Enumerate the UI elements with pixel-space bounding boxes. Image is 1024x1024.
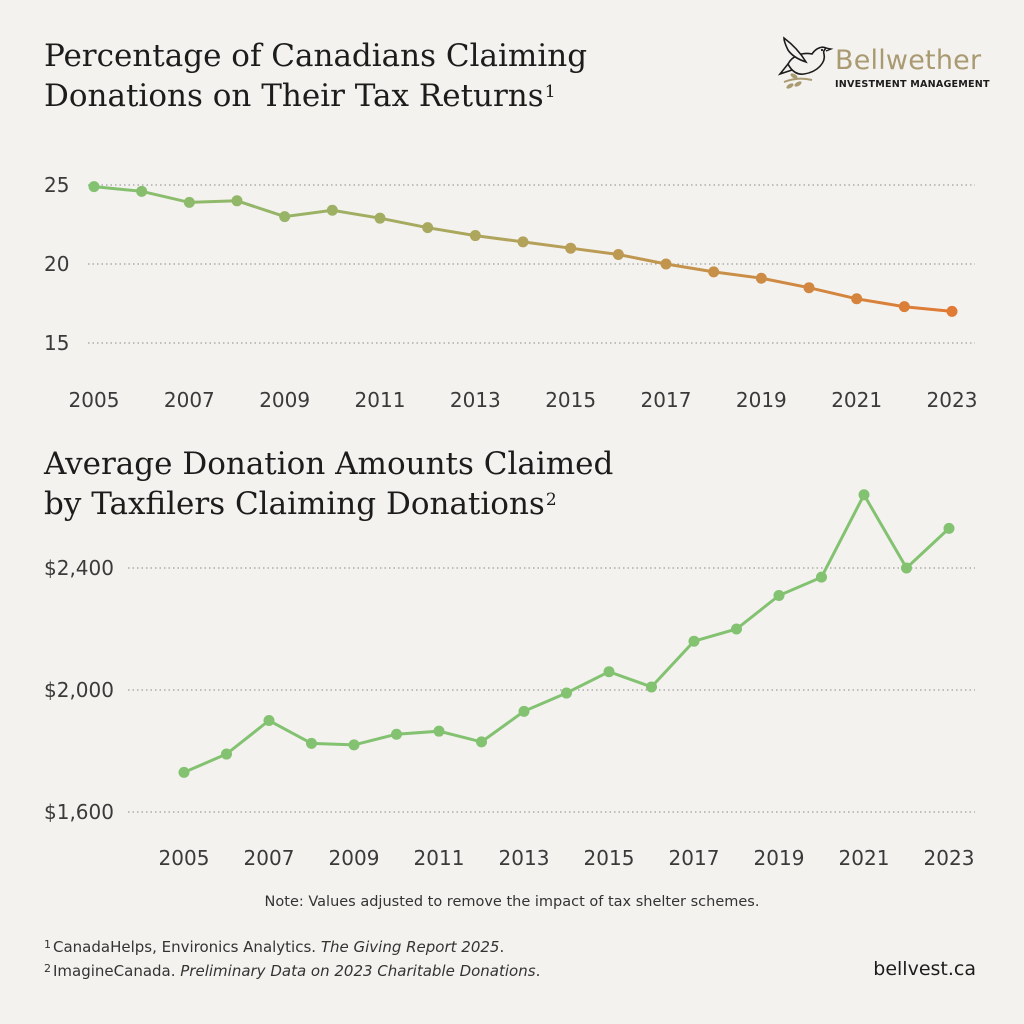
note: Note: Values adjusted to remove the impa… [264,894,760,910]
x-tick-label: 2005 [159,846,210,870]
chart1-series-line [93,185,953,313]
chart1-points [88,181,958,317]
data-point [469,230,481,242]
data-point [306,737,317,749]
data-point [708,266,720,278]
data-point [565,242,577,254]
chart2-y-axis: $2,400 $2,000 $1,600 [44,556,114,824]
y-tick-label: $2,000 [44,678,114,702]
data-point [755,272,767,284]
x-tick-label: 2019 [754,846,805,870]
bellwether-logo: Bellwether INVESTMENT MANAGEMENT [778,34,990,94]
data-point [391,728,402,740]
data-point [263,715,275,726]
chart1-y-axis: 25 20 15 [44,173,69,355]
data-point [646,681,657,693]
chart1-gridlines [88,184,975,344]
chart2-series-line [183,491,951,774]
brand-tagline: INVESTMENT MANAGEMENT [835,79,990,90]
x-tick-label: 2007 [164,388,215,412]
chart1-x-axis: 2005 2007 2009 2011 2013 2015 2017 2019 2021 2023 [69,388,978,412]
data-point [231,195,243,207]
chart2-gridlines [128,567,975,813]
source-1: 1 CanadaHelps, Environics Analytics. The … [44,938,505,956]
x-tick-label: 2013 [450,388,501,412]
data-point [603,666,615,678]
data-point [374,212,386,224]
x-tick-label: 2005 [69,388,120,412]
data-point [731,623,742,635]
data-point [183,196,195,208]
data-point [476,736,487,748]
footnote-marker-2: 2 [545,490,557,510]
x-tick-label: 2011 [414,846,465,870]
x-tick-label: 2007 [244,846,295,870]
y-tick-label: $2,400 [44,556,114,580]
y-tick-label: 20 [44,252,69,276]
data-point [612,249,624,261]
data-point [851,293,863,305]
data-point [178,766,190,778]
x-tick-label: 2011 [355,388,406,412]
data-point [816,571,827,583]
x-tick-label: 2023 [927,388,978,412]
y-tick-label: 25 [44,173,69,197]
data-point [326,204,338,216]
data-point [898,301,910,313]
data-point [221,748,232,760]
data-point [858,489,870,501]
data-point [561,687,572,699]
chart2-average-donation: $2,400$2,000$1,600 2005 2007 2009 2011 2013 2… [44,489,975,870]
x-tick-label: 2013 [499,846,550,870]
x-tick-label: 2019 [736,388,787,412]
bird-on-branch-icon [778,36,834,89]
data-point [946,305,958,317]
data-point [279,211,291,223]
data-point [688,635,700,647]
data-point [517,236,529,248]
chart2-x-axis: 2005 2007 2009 2011 2013 2015 2017 2019 2021 2023 [159,846,975,870]
data-point [660,258,672,270]
data-point [422,222,434,234]
source-2: 2 ImagineCanada. Preliminary Data on 2023… [44,962,541,980]
x-tick-label: 2017 [641,388,692,412]
data-point [773,589,785,601]
x-tick-label: 2015 [584,846,635,870]
y-tick-label: 15 [44,331,69,355]
data-point [88,181,100,193]
chart2-points [178,489,955,778]
data-point [518,705,530,717]
x-tick-label: 2023 [924,846,975,870]
data-point [943,522,955,534]
chart1-title: Percentage of Canadians Claiming Donation… [44,38,588,114]
website-link[interactable]: bellvest.ca [873,958,976,980]
chart2-title: Average Donation Amounts Claimed by Taxfi… [44,446,614,522]
x-tick-label: 2009 [259,388,310,412]
x-tick-label: 2009 [329,846,380,870]
data-point [136,185,148,197]
x-tick-label: 2021 [831,388,882,412]
data-point [433,725,445,737]
y-tick-label: $1,600 [44,800,114,824]
x-tick-label: 2017 [669,846,720,870]
brand-name: Bellwether [835,45,982,76]
x-tick-label: 2015 [545,388,596,412]
footnote-marker-1: 1 [544,82,556,102]
x-tick-label: 2021 [839,846,890,870]
data-point [803,282,815,294]
data-point [901,562,912,574]
data-point [348,739,360,751]
